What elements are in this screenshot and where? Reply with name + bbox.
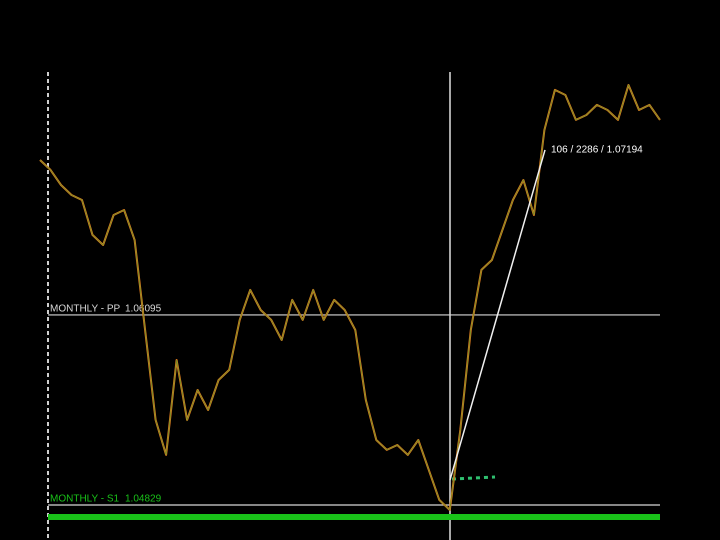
trend-label: 106 / 2286 / 1.07194: [551, 145, 643, 156]
level-value: 1.04829: [125, 494, 162, 505]
support-band: [48, 514, 660, 520]
level-name: MONTHLY - PP: [50, 304, 121, 315]
trend-line: [449, 149, 546, 481]
projection-dash: [451, 475, 496, 481]
level-name: MONTHLY - S1: [50, 494, 120, 505]
price-line-shadow: [39, 83, 661, 511]
